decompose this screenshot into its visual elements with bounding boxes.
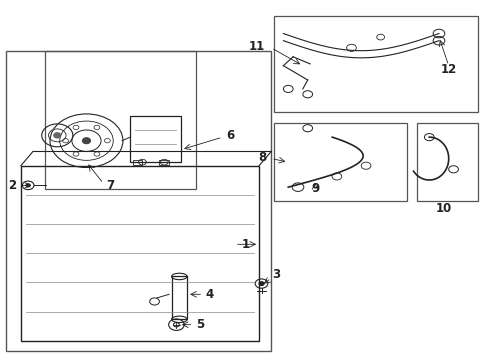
Text: 3: 3 [271,268,280,281]
Text: 9: 9 [310,183,319,195]
Circle shape [26,184,30,187]
Bar [416,123,477,202]
Text: 5: 5 [196,318,203,331]
Bar [273,16,477,112]
Bar [171,276,187,319]
Text: 2: 2 [8,179,16,192]
Text: 7: 7 [106,179,114,192]
Text: 6: 6 [226,129,234,142]
Bar [273,123,407,202]
Bar [6,51,271,351]
Circle shape [54,133,61,138]
Text: 12: 12 [440,63,456,76]
Text: 1: 1 [242,238,250,251]
Bar [45,51,196,189]
Bar [159,160,169,165]
Text: 10: 10 [435,202,451,215]
Text: 8: 8 [258,151,266,165]
Text: 11: 11 [249,40,265,53]
Circle shape [82,138,90,144]
Circle shape [259,282,264,285]
Bar [21,166,259,341]
Bar [130,116,181,162]
Bar [132,160,142,165]
Text: 4: 4 [205,288,213,301]
